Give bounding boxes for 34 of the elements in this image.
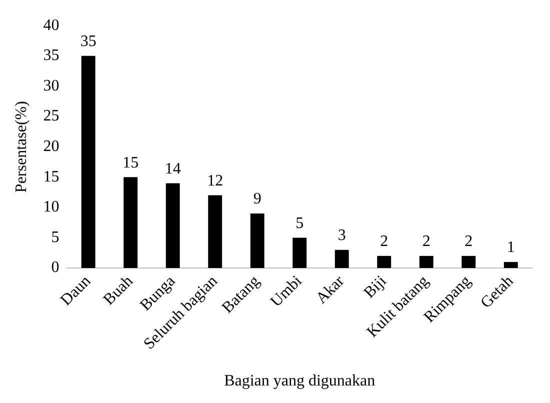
y-tick-label: 0 xyxy=(51,259,60,276)
y-tick-label: 40 xyxy=(43,16,60,34)
x-axis-title: Bagian yang digunakan xyxy=(224,372,376,390)
bar xyxy=(419,256,434,268)
y-tick-label: 25 xyxy=(43,108,60,125)
data-label: 12 xyxy=(207,172,224,190)
y-tick-label: 15 xyxy=(43,168,60,186)
data-label: 3 xyxy=(338,227,346,244)
data-label: 2 xyxy=(464,233,473,250)
bar xyxy=(81,56,96,268)
data-label: 2 xyxy=(380,233,388,250)
y-tick-label: 20 xyxy=(43,138,60,156)
bar xyxy=(208,195,222,268)
data-label: 9 xyxy=(253,190,262,208)
data-label: 14 xyxy=(164,160,181,178)
bar xyxy=(124,177,138,268)
bar xyxy=(504,262,518,268)
data-label: 5 xyxy=(296,214,304,232)
y-tick-label: 35 xyxy=(43,47,60,64)
data-label: 1 xyxy=(506,239,515,256)
bar xyxy=(377,256,392,268)
y-tick-label: 10 xyxy=(43,198,60,216)
bar xyxy=(334,250,349,268)
x-tick-label: Biji xyxy=(360,272,390,302)
y-axis-title: Persentase(%) xyxy=(12,101,30,193)
bar xyxy=(292,238,307,268)
data-label: 2 xyxy=(422,233,430,250)
data-label: 15 xyxy=(122,154,139,172)
bar xyxy=(166,183,180,268)
y-tick-label: 5 xyxy=(51,228,60,246)
bar xyxy=(250,213,264,268)
bar xyxy=(462,256,476,268)
data-label: 35 xyxy=(80,33,96,50)
y-tick-label: 30 xyxy=(43,77,60,94)
